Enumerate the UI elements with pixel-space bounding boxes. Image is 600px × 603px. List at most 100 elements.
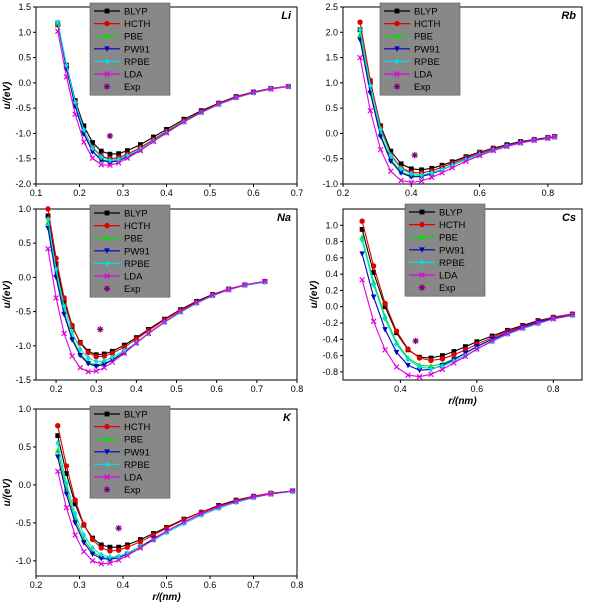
data-point [419, 171, 424, 178]
y-tick-label: 0.0 [18, 272, 31, 282]
data-point [98, 542, 104, 548]
legend-marker [104, 273, 110, 279]
data-point [198, 109, 205, 116]
y-tick-label: 0.6 [325, 253, 338, 263]
legend-marker [394, 33, 400, 39]
data-point [451, 352, 457, 358]
data-point [124, 155, 131, 162]
series-lda [54, 468, 296, 567]
data-point [408, 179, 415, 186]
data-point [81, 123, 87, 129]
data-point [81, 540, 87, 546]
legend-marker [104, 423, 110, 430]
y-tick-label: 1.0 [18, 204, 31, 214]
data-point [98, 561, 105, 567]
data-point [115, 557, 122, 563]
series-line [359, 57, 555, 184]
data-point [268, 491, 274, 497]
legend-label: Exp [124, 284, 140, 295]
data-point [193, 299, 200, 306]
legend-label: BLYP [124, 410, 148, 421]
x-tick-label: 0.3 [73, 580, 86, 590]
legend-marker [104, 71, 110, 77]
x-tick-label: 0.4 [160, 188, 173, 198]
data-point [519, 325, 526, 331]
exp-point [106, 132, 114, 140]
legend-label: PW91 [124, 44, 150, 55]
data-point [405, 372, 411, 378]
legend-label: RPBE [414, 57, 440, 68]
series-lda [359, 277, 576, 380]
data-point [388, 158, 394, 165]
data-point [393, 349, 400, 356]
data-point [124, 152, 130, 159]
data-point [109, 357, 116, 364]
data-point [462, 353, 469, 360]
data-point [55, 423, 61, 429]
legend-marker [419, 209, 425, 215]
legend-marker [104, 436, 110, 442]
data-point [449, 162, 455, 169]
panel-cs: 0.4 0.6 0.8 -0.8 -0.6 -0.4 -0.2 0.0 0.2 0.4 0.6 0.8… [309, 208, 583, 407]
legend-marker [394, 8, 400, 14]
data-point [72, 501, 78, 507]
data-point [451, 349, 457, 354]
data-point [419, 167, 424, 173]
panel-na: 0.2 0.3 0.4 0.5 0.6 0.7 0.8 -1.5 -1.0 -0.5 0.0 0.5 1… [2, 204, 303, 394]
x-tick-label: 0.3 [90, 384, 103, 394]
x-tick-label: 0.8 [291, 580, 304, 590]
data-point [63, 73, 70, 80]
x-tick-label: 0.4 [405, 188, 418, 198]
data-point [428, 357, 434, 364]
data-point [367, 82, 373, 89]
data-point [531, 137, 538, 144]
legend-marker [104, 58, 110, 65]
data-point [69, 337, 75, 343]
data-point [85, 361, 91, 367]
panel-label: Cs [562, 212, 576, 224]
x-tick-label: 0.6 [204, 580, 217, 590]
data-point [370, 294, 377, 300]
data-point [72, 520, 78, 526]
legend-label: PBE [124, 435, 143, 446]
x-tick-label: 0.6 [473, 188, 486, 198]
data-point [77, 340, 83, 346]
legend-marker [394, 71, 400, 77]
data-point [115, 547, 122, 553]
data-point [93, 358, 99, 365]
data-point [268, 86, 274, 92]
x-tick-label: 0.3 [117, 188, 130, 198]
legend-label: PBE [124, 234, 143, 245]
data-point [398, 161, 404, 167]
y-tick-label: 0.0 [325, 128, 338, 138]
y-tick-label: 0.8 [325, 237, 338, 247]
data-point [69, 329, 75, 336]
legend-marker [104, 474, 110, 480]
x-tick-label: 0.5 [204, 188, 217, 198]
legend-marker [419, 247, 425, 253]
legend-marker [103, 285, 111, 292]
data-point [72, 497, 78, 503]
data-point [107, 157, 113, 164]
data-point [81, 548, 87, 555]
x-tick-label: 0.4 [394, 384, 407, 394]
x-tick-label: 0.6 [471, 384, 484, 394]
data-point [72, 99, 78, 106]
legend-marker [394, 20, 400, 27]
data-point [81, 139, 87, 145]
data-point [77, 346, 83, 353]
data-point [81, 532, 87, 539]
data-point [77, 352, 83, 359]
legend-label: PW91 [414, 44, 440, 55]
data-point [64, 471, 69, 476]
data-point [359, 218, 365, 224]
data-point [262, 278, 268, 285]
data-point [388, 152, 394, 159]
y-tick-label: -0.5 [15, 103, 31, 113]
series-lda [357, 54, 558, 186]
data-point [416, 367, 423, 374]
data-point [124, 550, 130, 557]
y-tick-label: -1.0 [322, 179, 338, 189]
data-point [109, 350, 115, 357]
